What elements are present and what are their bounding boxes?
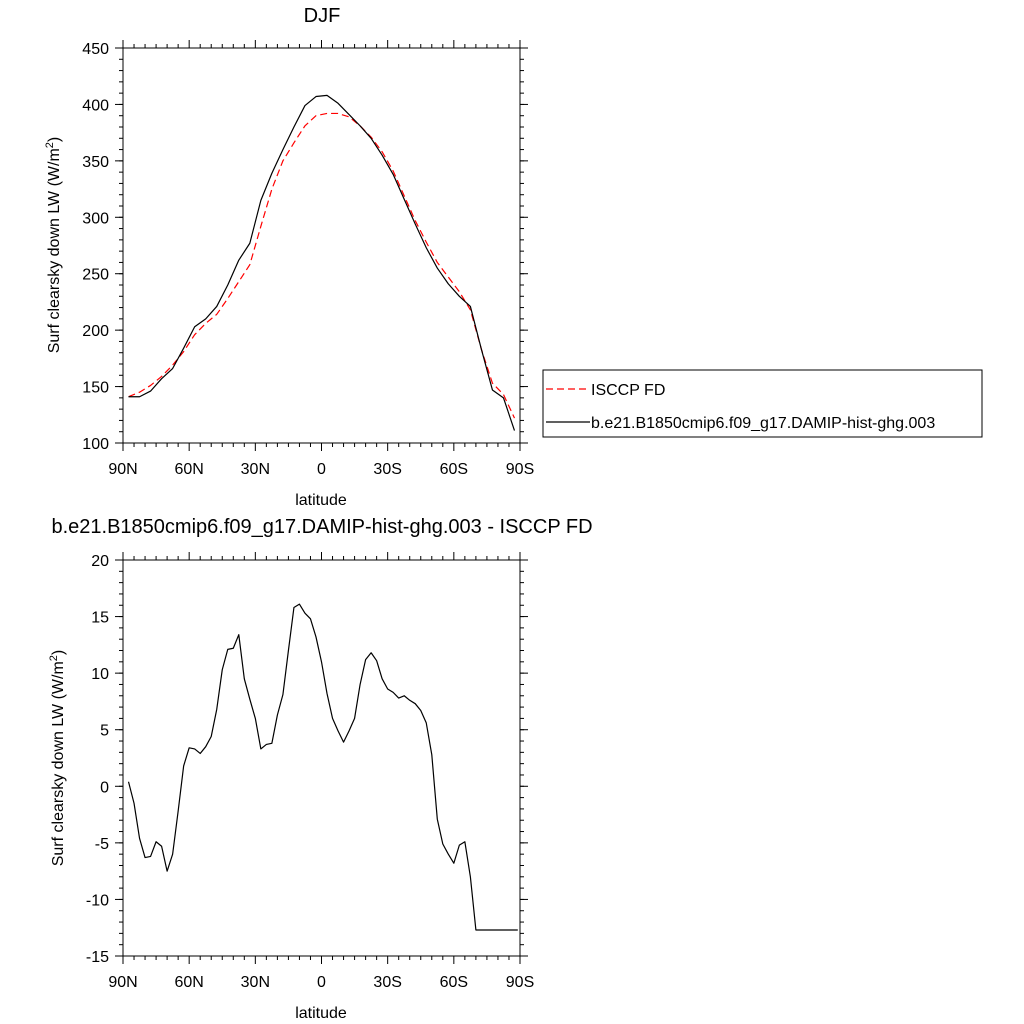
chart-title: DJF: [304, 5, 341, 27]
tick-group: 90N 60N 30N 0 30S 60S 90S -15 -10 -5 0 5 10 15 20: [86, 552, 534, 991]
x-tick-label: 90N: [108, 461, 137, 478]
y-tick-label: 15: [91, 610, 109, 627]
legend-box: [542, 369, 983, 438]
x-tick-label: 60N: [174, 461, 203, 478]
x-tick-label: 0: [317, 461, 326, 478]
series-layer: [127, 603, 518, 931]
x-tick-label: 90S: [506, 461, 534, 478]
x-tick-label: 90N: [108, 974, 137, 991]
y-tick-label: 100: [82, 436, 109, 453]
x-tick-label: 30N: [241, 461, 270, 478]
y-axis-label-main: Surf clearsky down LW (W/m: [50, 661, 67, 866]
x-tick-label: 30S: [373, 461, 401, 478]
y-tick-label: 300: [82, 210, 109, 227]
y-axis-label-sup: 2: [48, 655, 60, 661]
y-tick-label: 0: [100, 779, 109, 796]
y-tick-label: 10: [91, 666, 109, 683]
x-axis-label: latitude: [295, 1005, 347, 1022]
y-axis-label: Surf clearsky down LW (W/m2): [48, 650, 67, 867]
series-line: [128, 112, 516, 419]
y-tick-label: 20: [91, 553, 109, 570]
x-tick-label: 90S: [506, 974, 534, 991]
plot-frame: [122, 559, 521, 957]
plot-frame: [122, 47, 521, 444]
series-line: [127, 603, 518, 931]
x-tick-label: 30S: [373, 974, 401, 991]
y-tick-label: 150: [82, 380, 109, 397]
y-tick-label: 450: [82, 41, 109, 58]
y-tick-label: 400: [82, 97, 109, 114]
series-layer: [128, 94, 516, 431]
series-line: [128, 94, 516, 431]
y-tick-label: 200: [82, 323, 109, 340]
y-axis-label-main: Surf clearsky down LW (W/m: [46, 148, 63, 353]
x-tick-label: 30N: [241, 974, 270, 991]
x-tick-label: 60S: [440, 974, 468, 991]
x-axis-label: latitude: [295, 492, 347, 509]
legend-label-isccp: ISCCP FD: [591, 382, 665, 399]
panel-difference: b.e21.B1850cmip6.f09_g17.DAMIP-hist-ghg.…: [48, 516, 593, 1022]
panel-djf: DJF 90N 60N 30N 0 30S 60S 90S 100 150 200 250 300 35…: [44, 5, 983, 509]
y-axis-label-sup: 2: [44, 142, 56, 148]
x-tick-label: 60S: [440, 461, 468, 478]
y-axis-label-close: ): [46, 137, 63, 142]
x-tick-label: 0: [317, 974, 326, 991]
y-axis-label-close: ): [50, 650, 67, 655]
chart-title: b.e21.B1850cmip6.f09_g17.DAMIP-hist-ghg.…: [51, 516, 592, 538]
y-tick-label: -10: [86, 892, 109, 909]
y-tick-label: -5: [95, 836, 109, 853]
y-tick-label: 350: [82, 154, 109, 171]
legend-label-model: b.e21.B1850cmip6.f09_g17.DAMIP-hist-ghg.…: [591, 415, 935, 432]
y-axis-label: Surf clearsky down LW (W/m2): [44, 137, 63, 354]
y-tick-label: -15: [86, 949, 109, 966]
legend: ISCCP FD b.e21.B1850cmip6.f09_g17.DAMIP-…: [542, 369, 983, 438]
y-tick-label: 5: [100, 723, 109, 740]
tick-group: 90N 60N 30N 0 30S 60S 90S 100 150 200 250 300 350 400…: [82, 40, 534, 478]
x-tick-label: 60N: [174, 974, 203, 991]
y-tick-label: 250: [82, 267, 109, 284]
